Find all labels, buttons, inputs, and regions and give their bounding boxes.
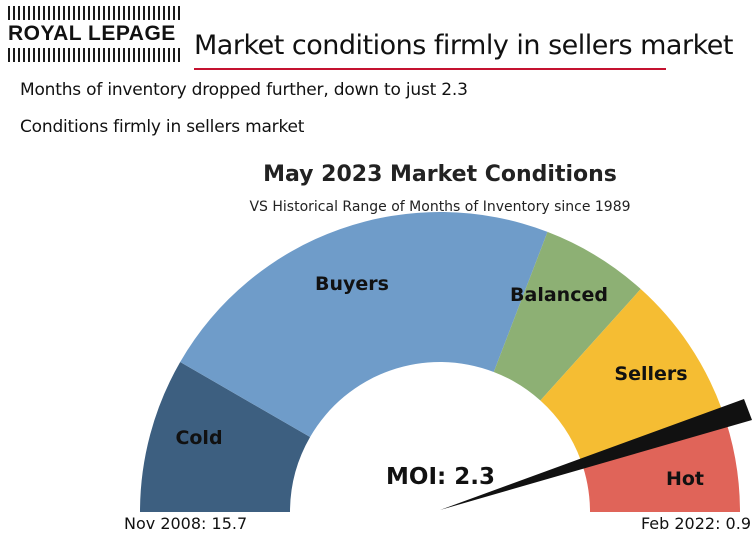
right-end-label: Feb 2022: 0.9 [640, 514, 751, 533]
chart-subtitle: VS Historical Range of Months of Invento… [249, 199, 631, 215]
gauge-needle [440, 399, 752, 510]
logo-wordmark: ROYAL LEPAGE [8, 22, 176, 45]
gauge-segment-cold [140, 362, 311, 512]
gauge-label-sellers: Sellers [614, 363, 687, 385]
logo-bars-top [8, 6, 180, 20]
logo-bars-bottom [8, 48, 180, 62]
gauge-segment-sellers [540, 289, 722, 461]
gauge-label-buyers: Buyers [315, 273, 389, 295]
gauge-label-cold: Cold [175, 427, 222, 449]
gauge-label-balanced: Balanced [510, 284, 608, 306]
bullet-inventory: Months of inventory dropped further, dow… [20, 80, 468, 100]
chart-title: May 2023 Market Conditions [263, 162, 617, 187]
headline-underline [194, 68, 666, 70]
gauge-segment-balanced [493, 231, 641, 401]
left-end-label: Nov 2008: 15.7 [124, 514, 248, 533]
royal-lepage-logo: ROYAL LEPAGE [8, 6, 180, 62]
gauge-segment-buyers [180, 211, 548, 437]
gauge-segment-hot [580, 409, 740, 512]
bullet-conditions: Conditions firmly in sellers market [20, 117, 305, 137]
gauge-label-hot: Hot [666, 468, 704, 490]
slide-headline: Market conditions firmly in sellers mark… [194, 30, 733, 61]
moi-label: MOI: 2.3 [386, 464, 495, 490]
